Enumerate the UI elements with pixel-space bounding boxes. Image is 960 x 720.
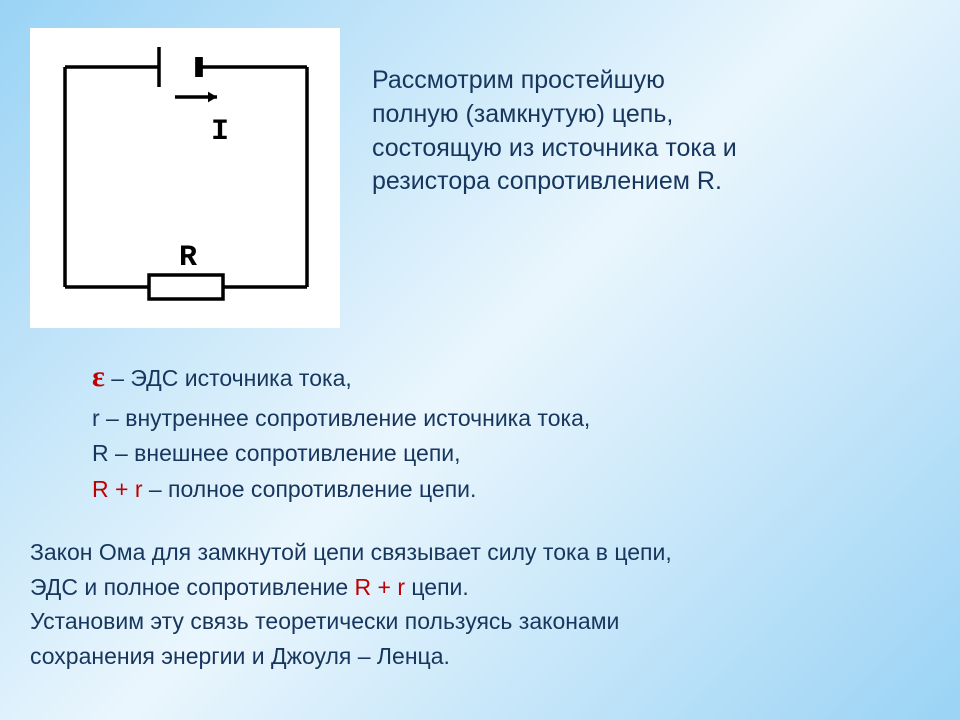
circuit-diagram: IR [30, 28, 340, 328]
intro-line: Рассмотрим простейшую [372, 64, 920, 98]
definitions: ε – ЭДС источника тока, r – внутреннее с… [92, 354, 920, 507]
svg-text:I: I [211, 115, 229, 149]
intro-text: Рассмотрим простейшую полную (замкнутую)… [372, 28, 920, 199]
def-R: R – внешнее сопротивление цепи, [92, 436, 920, 472]
Rr-symbol: R + r [92, 476, 142, 502]
def-eps-tail: – ЭДС источника тока, [105, 365, 352, 391]
def-Rr-tail: – полное сопротивление цепи. [142, 476, 476, 502]
def-r: r – внутреннее сопротивление источника т… [92, 401, 920, 437]
bottom-line: Закон Ома для замкнутой цепи связывает с… [30, 535, 920, 570]
bottom-line: Установим эту связь теоретически пользуя… [30, 604, 920, 639]
bottom-line: сохранения энергии и Джоуля – Ленца. [30, 639, 920, 674]
Rr-inline: R + r [355, 574, 405, 600]
svg-text:R: R [179, 241, 197, 275]
slide-content: IR Рассмотрим простейшую полную (замкнут… [0, 0, 960, 720]
intro-line: состоящую из источника тока и [372, 132, 920, 166]
intro-line: резистора сопротивлением R. [372, 165, 920, 199]
intro-line: полную (замкнутую) цепь, [372, 98, 920, 132]
bottom-paragraph: Закон Ома для замкнутой цепи связывает с… [30, 535, 920, 673]
def-eps: ε – ЭДС источника тока, [92, 354, 920, 401]
bottom-p1b-post: цепи. [405, 574, 469, 600]
bottom-line: ЭДС и полное сопротивление R + r цепи. [30, 570, 920, 605]
def-Rr: R + r – полное сопротивление цепи. [92, 472, 920, 508]
bottom-p1b-pre: ЭДС и полное сопротивление [30, 574, 355, 600]
epsilon-symbol: ε [92, 360, 105, 393]
top-row: IR Рассмотрим простейшую полную (замкнут… [30, 28, 920, 328]
circuit-svg: IR [31, 29, 341, 329]
